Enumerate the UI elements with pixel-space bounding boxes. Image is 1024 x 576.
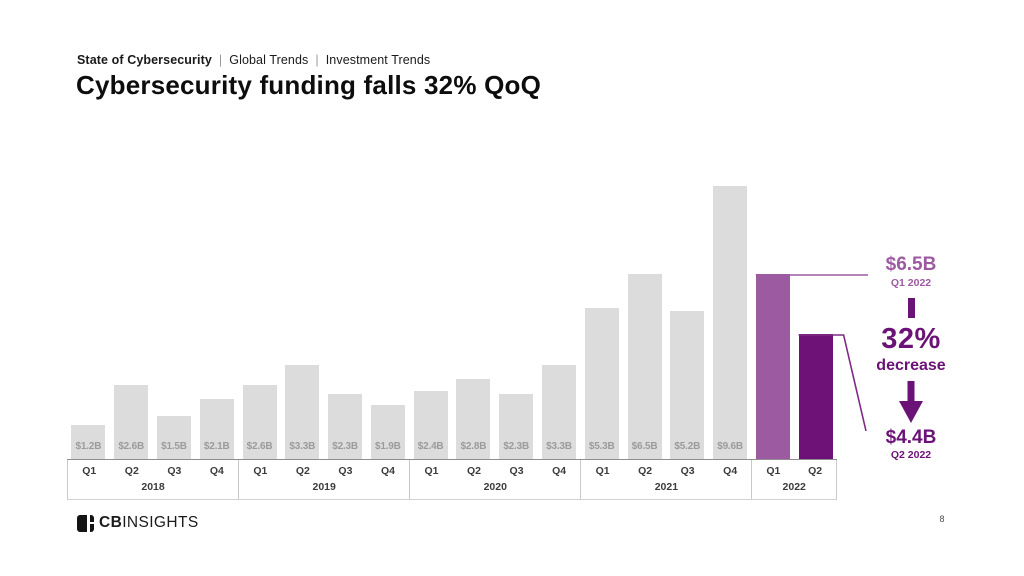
bar-value-label: $2.6B bbox=[246, 441, 273, 452]
bar-q4-2018: $2.1B bbox=[199, 399, 234, 459]
bar-q2-2019: $3.3B bbox=[285, 365, 320, 459]
bar-q1-2019: $2.6B bbox=[242, 385, 277, 459]
bar-value-label: $1.5B bbox=[161, 441, 187, 452]
bar-value-label: $3.3B bbox=[289, 441, 316, 452]
annotation-q2-label: Q2 2022 bbox=[890, 448, 932, 461]
bar-q2-2022 bbox=[798, 334, 833, 459]
quarter-label-q2-2022: Q2 bbox=[808, 464, 823, 477]
quarter-label-q1-2021: Q1 bbox=[595, 464, 610, 477]
quarter-label-q3-2018: Q3 bbox=[167, 464, 182, 477]
quarter-label-q1-2019: Q1 bbox=[253, 464, 268, 477]
down-arrow-icon bbox=[899, 380, 923, 423]
bar-q4-2021: $9.6B bbox=[713, 186, 748, 459]
bar-q1-2022 bbox=[755, 274, 790, 459]
quarter-label-q2-2018: Q2 bbox=[124, 464, 139, 477]
bar-q3-2019: $2.3B bbox=[328, 394, 363, 459]
bar-q2-2020: $2.8B bbox=[456, 379, 491, 459]
bar-q4-2019: $1.9B bbox=[370, 405, 405, 459]
bar-value-label: $6.5B bbox=[631, 441, 658, 452]
bar-value-label: $2.3B bbox=[503, 441, 529, 452]
bar-value-label: $2.8B bbox=[460, 441, 487, 452]
quarter-label-q4-2019: Q4 bbox=[380, 464, 395, 477]
year-label-2020: 2020 bbox=[483, 481, 507, 494]
year-label-2019: 2019 bbox=[312, 481, 336, 494]
year-label-2021: 2021 bbox=[654, 481, 679, 494]
bar-q4-2020: $3.3B bbox=[541, 365, 576, 459]
divider-dash bbox=[907, 297, 915, 318]
breadcrumb-item-global-trends: Global Trends bbox=[229, 53, 309, 67]
bar-value-label: $1.2B bbox=[75, 441, 102, 452]
bar-q1-2020: $2.4B bbox=[413, 391, 448, 459]
quarter-label-q3-2020: Q3 bbox=[509, 464, 524, 477]
year-label-2022: 2022 bbox=[782, 481, 806, 494]
annotation-percent-label: decrease bbox=[876, 356, 946, 374]
quarter-label-q2-2021: Q2 bbox=[638, 464, 653, 477]
annotation-q1-label: Q1 2022 bbox=[890, 277, 932, 289]
year-group-2021: Q1 Q2 Q3 Q4 2021 bbox=[580, 460, 751, 499]
quarter-label-q3-2021: Q3 bbox=[680, 464, 695, 477]
quarter-label-q4-2021: Q4 bbox=[723, 464, 738, 477]
bar-q2-2018: $2.6B bbox=[114, 385, 149, 459]
bar-q3-2020: $2.3B bbox=[499, 394, 534, 459]
bar-value-label: $1.9B bbox=[374, 441, 401, 452]
breadcrumb-brand: State of Cybersecurity bbox=[77, 53, 212, 67]
quarter-label-q1-2018: Q1 bbox=[82, 464, 97, 477]
quarter-label-q2-2019: Q2 bbox=[295, 464, 310, 477]
page-title: Cybersecurity funding falls 32% QoQ bbox=[76, 70, 541, 100]
bar-value-label: $3.3B bbox=[546, 441, 572, 452]
quarter-label-q4-2018: Q4 bbox=[209, 464, 224, 477]
year-label-2018: 2018 bbox=[141, 481, 165, 494]
bar-q3-2021: $5.2B bbox=[670, 311, 705, 459]
quarter-label-q1-2022: Q1 bbox=[766, 464, 781, 477]
bar-q1-2018: $1.2B bbox=[71, 425, 106, 459]
annotation-panel: $6.5B Q1 2022 32% decrease $4.4B Q2 2022 bbox=[849, 255, 973, 460]
annotation-percent: 32% bbox=[881, 322, 941, 355]
page-number: 8 bbox=[939, 514, 945, 524]
year-group-2020: Q1 Q2 Q3 Q4 2020 bbox=[409, 460, 580, 499]
bar-value-label: $2.4B bbox=[417, 441, 444, 452]
bar-value-label: $2.1B bbox=[203, 441, 230, 452]
quarter-label-q4-2020: Q4 bbox=[552, 464, 567, 477]
bar-value-label: $2.3B bbox=[332, 441, 358, 452]
logo-text-insights: INSIGHTS bbox=[122, 514, 199, 531]
annotation-q2-value: $4.4B bbox=[885, 426, 937, 448]
year-group-2018: Q1 Q2 Q3 Q4 2018 bbox=[67, 460, 238, 499]
quarter-label-q3-2019: Q3 bbox=[338, 464, 353, 477]
breadcrumb: State of Cybersecurity | Global Trends | Inv… bbox=[77, 53, 430, 67]
year-group-2022: Q1 Q2 2022 bbox=[751, 460, 837, 499]
bar-q3-2018: $1.5B bbox=[156, 416, 191, 459]
bar-q2-2021: $6.5B bbox=[627, 274, 662, 459]
bar-value-label: $2.6B bbox=[118, 441, 144, 452]
breadcrumb-separator: | bbox=[218, 53, 223, 67]
cbinsights-logo: CBINSIGHTS bbox=[77, 514, 199, 532]
quarter-label-q2-2020: Q2 bbox=[467, 464, 482, 477]
cbinsights-logo-text: CBINSIGHTS bbox=[99, 514, 199, 532]
cbinsights-logo-icon bbox=[77, 514, 94, 532]
bar-value-label: $9.6B bbox=[717, 441, 743, 452]
breadcrumb-item-investment-trends: Investment Trends bbox=[325, 53, 431, 67]
breadcrumb-separator: | bbox=[315, 53, 319, 67]
quarter-label-q1-2020: Q1 bbox=[424, 464, 439, 477]
annotation-q1-value: $6.5B bbox=[885, 254, 937, 275]
bar-q1-2021: $5.3B bbox=[584, 308, 619, 459]
year-group-2019: Q1 Q2 Q3 Q4 2019 bbox=[238, 460, 409, 499]
x-axis: Q1 Q2 Q3 Q4 2018 Q1 Q2 Q3 Q4 2019 Q1 Q2 Q3 Q4 2020 Q1 Q2… bbox=[67, 459, 837, 500]
bar-value-label: $5.2B bbox=[674, 441, 701, 452]
bar-value-label: $5.3B bbox=[588, 441, 615, 452]
logo-text-cb: CB bbox=[99, 514, 123, 531]
